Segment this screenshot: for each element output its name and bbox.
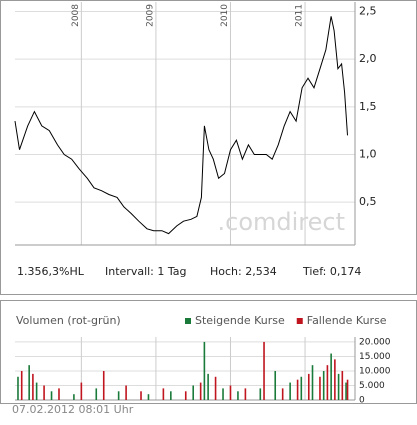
info-interval: Intervall: 1 Tag <box>105 265 187 278</box>
timestamp: 07.02.2012 08:01 Uhr <box>12 403 134 416</box>
volume-bar <box>319 376 321 400</box>
volume-bar <box>296 379 299 400</box>
volume-bar <box>207 373 209 400</box>
volume-bar <box>199 382 202 400</box>
volume-bar <box>263 341 265 400</box>
volume-bar <box>95 388 98 400</box>
y-tick-label: 20.000 <box>359 337 391 347</box>
volume-bar <box>125 385 127 400</box>
volume-bar <box>289 382 291 400</box>
volume-bar <box>43 385 45 400</box>
volume-bar <box>337 373 340 400</box>
volume-bar <box>346 379 349 400</box>
volume-bar <box>300 376 303 400</box>
volume-bar <box>32 373 34 400</box>
y-tick-label: 0,5 <box>359 195 377 208</box>
volume-bar <box>102 370 105 400</box>
y-tick-label: 2,5 <box>359 5 377 18</box>
volume-bar <box>184 391 187 400</box>
y-tick-label: 10.000 <box>359 366 391 376</box>
volume-bar <box>281 388 284 400</box>
x-tick-label: 2009 <box>145 4 155 27</box>
volume-bar <box>244 388 247 400</box>
volume-bar <box>330 353 332 400</box>
volume-title: Volumen (rot-grün) <box>16 314 121 327</box>
volume-bar <box>341 370 344 400</box>
volume-bar <box>326 365 329 400</box>
volume-bar <box>307 373 310 400</box>
volume-bar <box>259 388 262 400</box>
volume-bar <box>117 391 120 400</box>
info-high: Hoch: 2,534 <box>210 265 277 278</box>
volume-bar <box>311 365 314 400</box>
volume-bar <box>58 388 60 400</box>
x-tick-label: 2011 <box>295 4 305 27</box>
volume-bar <box>50 391 53 400</box>
volume-bar <box>203 341 206 400</box>
volume-bar <box>229 385 232 400</box>
y-tick-label: 5.000 <box>359 381 385 391</box>
info-low: Tief: 0,174 <box>302 265 361 278</box>
price-line <box>14 16 348 235</box>
volume-bar <box>17 376 19 400</box>
volume-bar <box>334 359 336 400</box>
legend-swatch <box>185 318 191 324</box>
volume-bar <box>222 388 224 400</box>
volume-bar <box>345 382 347 400</box>
y-tick-label: 0 <box>359 396 365 406</box>
volume-bar <box>237 391 239 400</box>
volume-bar <box>140 391 142 400</box>
volume-bar <box>73 394 75 400</box>
watermark: .comdirect <box>218 208 346 236</box>
volume-bar <box>162 388 165 400</box>
x-tick-label: 2010 <box>220 4 230 27</box>
y-tick-label: 2,0 <box>359 52 377 65</box>
legend-label: Fallende Kurse <box>307 314 387 327</box>
volume-bar <box>214 376 217 400</box>
volume-bar <box>170 391 172 400</box>
y-tick-label: 1,0 <box>359 147 377 160</box>
y-tick-label: 15.000 <box>359 352 391 362</box>
volume-bar <box>28 365 30 400</box>
legend-swatch <box>296 318 303 324</box>
volume-bar <box>322 370 325 400</box>
x-tick-label: 2008 <box>71 4 81 27</box>
volume-bar <box>80 382 83 400</box>
info-change: 1.356,3%HL <box>17 265 85 278</box>
volume-bar <box>274 370 277 400</box>
volume-bar <box>35 382 38 400</box>
legend-label: Steigende Kurse <box>195 314 285 327</box>
volume-bar <box>147 394 150 400</box>
volume-bar <box>20 370 23 400</box>
volume-bar <box>192 385 195 400</box>
y-tick-label: 1,5 <box>359 100 377 113</box>
